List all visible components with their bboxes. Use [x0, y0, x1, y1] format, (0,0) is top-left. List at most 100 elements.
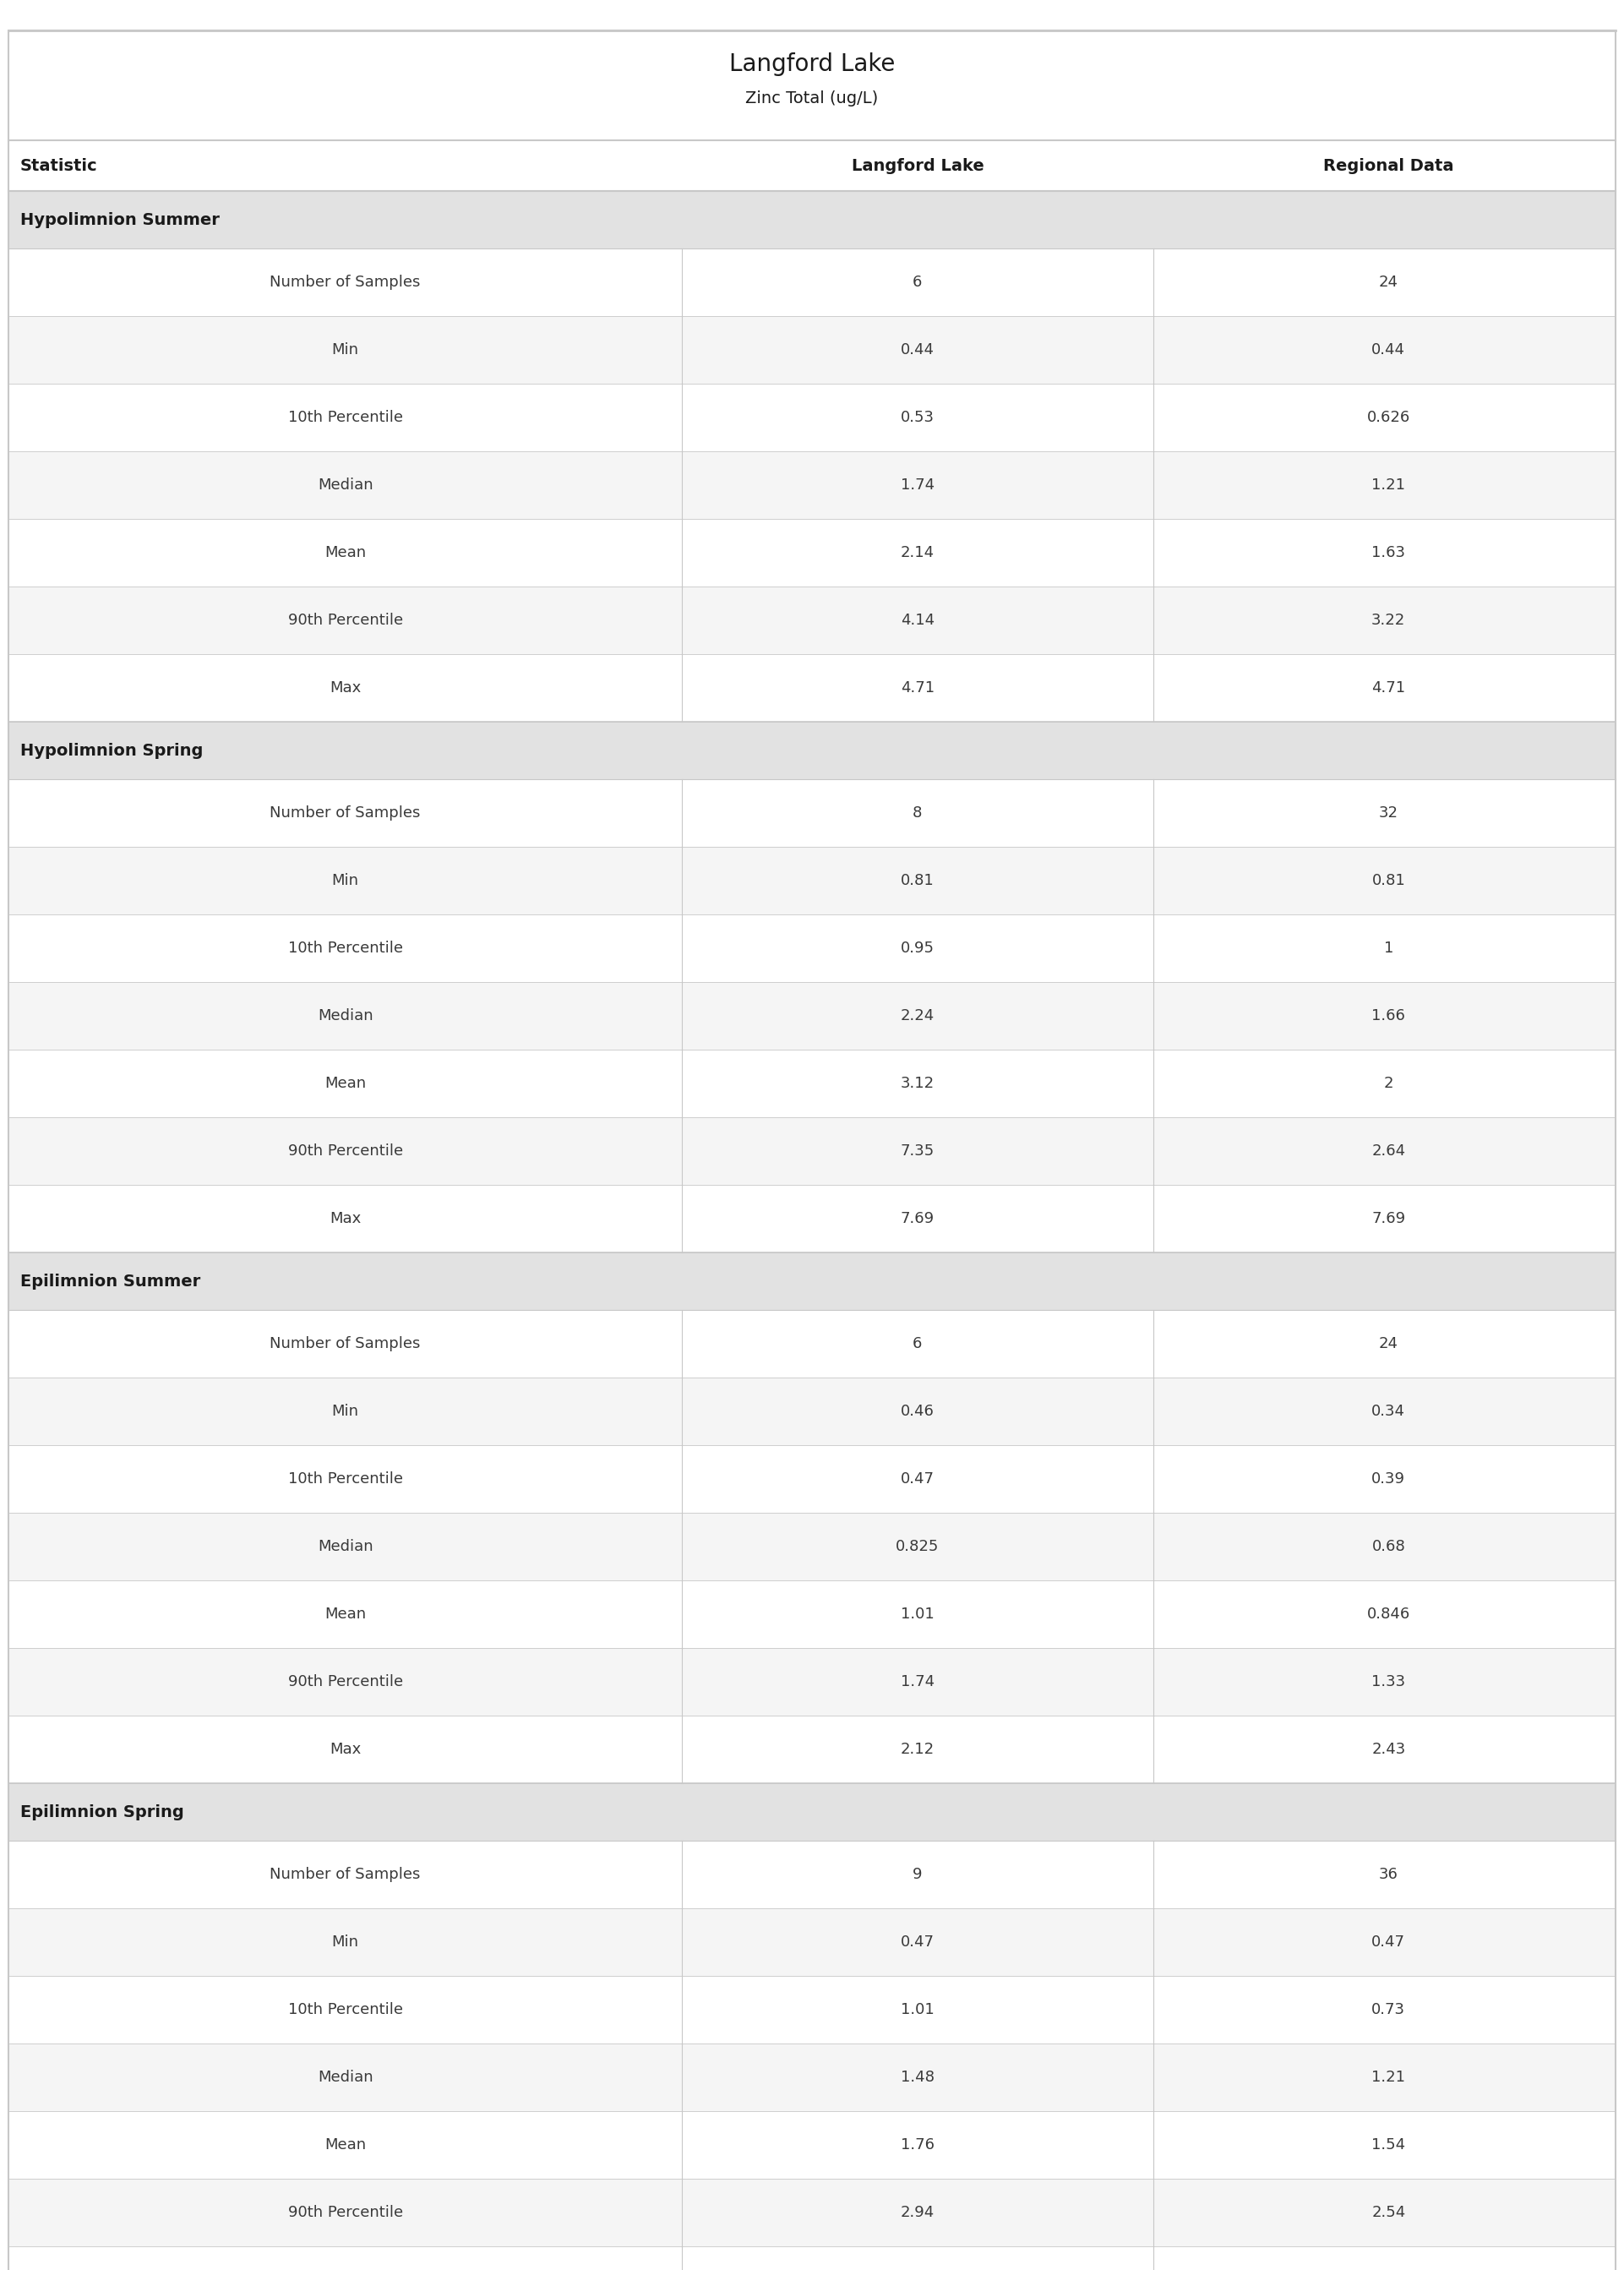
Text: 0.47: 0.47	[1372, 1934, 1405, 1950]
Text: 2.14: 2.14	[901, 545, 934, 561]
Bar	[8, 1253, 1616, 1310]
Text: Number of Samples: Number of Samples	[270, 275, 421, 291]
Bar	[8, 2111, 1616, 2179]
Text: Number of Samples: Number of Samples	[270, 1866, 421, 1882]
Text: Langford Lake: Langford Lake	[729, 52, 895, 77]
Text: 2.12: 2.12	[901, 1741, 934, 1757]
Text: Statistic: Statistic	[19, 157, 97, 175]
Text: 10th Percentile: 10th Percentile	[287, 2002, 403, 2018]
Text: 6: 6	[913, 275, 922, 291]
Text: 0.44: 0.44	[1372, 343, 1405, 356]
Text: Min: Min	[331, 874, 359, 888]
Text: 4.71: 4.71	[901, 681, 934, 695]
Text: 32: 32	[1379, 806, 1398, 822]
Bar	[8, 779, 1616, 847]
Bar	[8, 1049, 1616, 1117]
Text: 1.74: 1.74	[901, 1675, 934, 1689]
Bar	[8, 1580, 1616, 1648]
Text: 90th Percentile: 90th Percentile	[287, 1144, 403, 1158]
Text: Langford Lake: Langford Lake	[851, 157, 984, 175]
Text: 0.95: 0.95	[901, 940, 934, 956]
Text: 7.69: 7.69	[901, 1212, 934, 1226]
Text: Mean: Mean	[325, 545, 365, 561]
Text: 0.81: 0.81	[1372, 874, 1405, 888]
Bar	[8, 1784, 1616, 1841]
Text: 0.39: 0.39	[1372, 1471, 1405, 1487]
Text: Min: Min	[331, 343, 359, 356]
Text: 1.01: 1.01	[901, 1607, 934, 1621]
Bar	[8, 1446, 1616, 1512]
Text: Regional Data: Regional Data	[1324, 157, 1453, 175]
Text: 90th Percentile: 90th Percentile	[287, 613, 403, 629]
Text: Mean: Mean	[325, 2138, 365, 2152]
Text: 2.94: 2.94	[901, 2204, 934, 2220]
Text: 1.63: 1.63	[1372, 545, 1405, 561]
Text: 10th Percentile: 10th Percentile	[287, 940, 403, 956]
Text: Number of Samples: Number of Samples	[270, 806, 421, 822]
Text: 7.35: 7.35	[901, 1144, 934, 1158]
Text: Max: Max	[330, 681, 361, 695]
Text: 0.81: 0.81	[901, 874, 934, 888]
Text: 10th Percentile: 10th Percentile	[287, 411, 403, 424]
Bar	[8, 1648, 1616, 1716]
Text: 3.12: 3.12	[901, 1076, 934, 1092]
Text: 2.24: 2.24	[901, 1008, 934, 1024]
Text: 0.47: 0.47	[901, 1934, 934, 1950]
Bar	[8, 1185, 1616, 1253]
Text: Max: Max	[330, 1741, 361, 1757]
Bar	[8, 1378, 1616, 1446]
Text: 36: 36	[1379, 1866, 1398, 1882]
Bar	[8, 915, 1616, 983]
Text: 90th Percentile: 90th Percentile	[287, 2204, 403, 2220]
Text: 24: 24	[1379, 1337, 1398, 1351]
Bar	[8, 1117, 1616, 1185]
Bar	[8, 1909, 1616, 1975]
Text: Median: Median	[318, 1008, 374, 1024]
Bar	[8, 316, 1616, 384]
Text: 6: 6	[913, 1337, 922, 1351]
Text: 2.54: 2.54	[1372, 2204, 1405, 2220]
Text: 0.73: 0.73	[1372, 2002, 1405, 2018]
Bar	[8, 191, 1616, 247]
Text: 4.14: 4.14	[901, 613, 934, 629]
Text: Zinc Total (ug/L): Zinc Total (ug/L)	[745, 91, 879, 107]
Text: Epilimnion Spring: Epilimnion Spring	[19, 1805, 184, 1821]
Text: 1.54: 1.54	[1372, 2138, 1405, 2152]
Text: 2.43: 2.43	[1372, 1741, 1405, 1757]
Text: 0.825: 0.825	[896, 1539, 939, 1555]
Text: 0.47: 0.47	[901, 1471, 934, 1487]
Text: 8: 8	[913, 806, 922, 822]
Bar	[8, 1310, 1616, 1378]
Text: 7.69: 7.69	[1372, 1212, 1405, 1226]
Bar	[8, 1512, 1616, 1580]
Text: Epilimnion Summer: Epilimnion Summer	[19, 1273, 200, 1289]
Bar	[8, 654, 1616, 722]
Text: 1.66: 1.66	[1372, 1008, 1405, 1024]
Text: 1: 1	[1384, 940, 1393, 956]
Text: 9: 9	[913, 1866, 922, 1882]
Text: 0.846: 0.846	[1367, 1607, 1410, 1621]
Bar	[8, 1716, 1616, 1784]
Text: 1.48: 1.48	[901, 2070, 934, 2084]
Bar	[8, 2247, 1616, 2270]
Text: Hypolimnion Summer: Hypolimnion Summer	[19, 211, 219, 227]
Bar	[8, 247, 1616, 316]
Text: 0.53: 0.53	[901, 411, 934, 424]
Bar	[8, 722, 1616, 779]
Text: Median: Median	[318, 2070, 374, 2084]
Text: Number of Samples: Number of Samples	[270, 1337, 421, 1351]
Bar	[8, 2179, 1616, 2247]
Bar	[8, 983, 1616, 1049]
Text: Min: Min	[331, 1403, 359, 1419]
Text: Max: Max	[330, 1212, 361, 1226]
Text: 2: 2	[1384, 1076, 1393, 1092]
Text: 1.21: 1.21	[1372, 477, 1405, 493]
Text: 4.71: 4.71	[1372, 681, 1405, 695]
Text: 0.34: 0.34	[1372, 1403, 1405, 1419]
Text: 0.68: 0.68	[1372, 1539, 1405, 1555]
Text: Hypolimnion Spring: Hypolimnion Spring	[19, 742, 203, 758]
Text: 90th Percentile: 90th Percentile	[287, 1675, 403, 1689]
Text: Min: Min	[331, 1934, 359, 1950]
Text: Median: Median	[318, 477, 374, 493]
Bar	[8, 520, 1616, 586]
